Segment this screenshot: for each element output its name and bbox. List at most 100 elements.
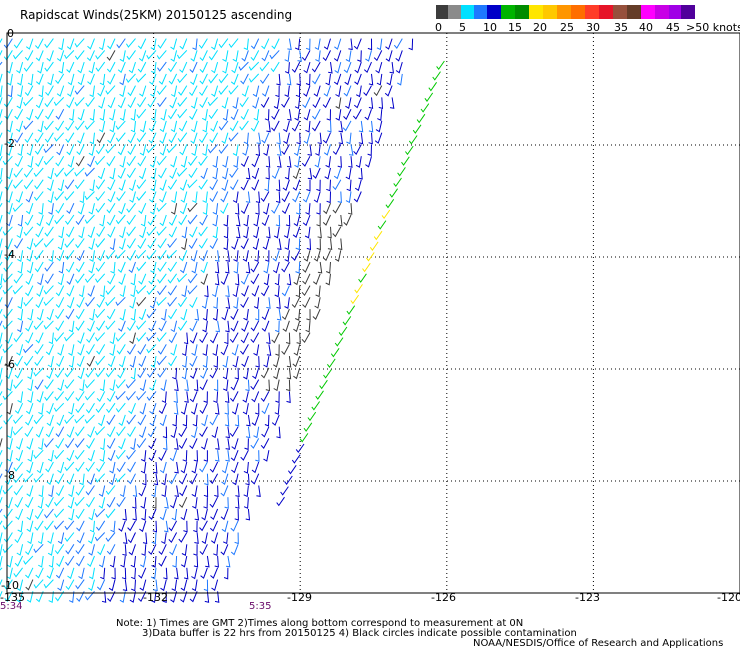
wind-barb: [136, 179, 147, 190]
wind-barb: [389, 62, 394, 74]
wind-barb: [33, 191, 44, 202]
wind-barb: [327, 120, 332, 133]
wind-barb: [65, 120, 75, 132]
wind-barb: [0, 355, 3, 365]
wind-barb: [54, 214, 65, 225]
wind-barb: [48, 332, 54, 345]
wind-barb: [64, 520, 75, 531]
wind-barb: [157, 273, 167, 284]
wind-barb: [66, 473, 75, 485]
wind-barb: [213, 379, 219, 392]
wind-barb: [273, 97, 280, 110]
wind-barb: [27, 156, 34, 168]
wind-barb: [225, 250, 230, 262]
wind-barb: [65, 438, 75, 449]
wind-barb: [189, 473, 198, 485]
wind-barb: [67, 497, 75, 509]
wind-barb: [189, 367, 198, 380]
wind-barb: [115, 249, 126, 260]
wind-barb: [55, 155, 65, 167]
wind-barb: [317, 226, 322, 239]
wind-barb: [178, 426, 188, 438]
wind-barb: [296, 73, 301, 86]
wind-barb: [0, 273, 3, 286]
wind-barb: [110, 261, 116, 274]
wind-barb: [26, 591, 34, 603]
wind-barb: [171, 579, 178, 592]
colorbar-label: 30: [586, 21, 600, 34]
wind-barb: [302, 297, 311, 309]
wind-barb: [37, 532, 44, 545]
wind-barb: [89, 85, 95, 98]
wind-barb: [122, 579, 128, 592]
wind-barb: [135, 285, 147, 295]
wind-barb: [168, 308, 178, 320]
wind-barb: [287, 38, 292, 51]
wind-barb: [135, 73, 147, 83]
wind-barb: [129, 355, 136, 368]
wind-barb: [66, 202, 75, 215]
wind-barb: [353, 144, 362, 155]
wind-barb: [261, 214, 270, 227]
wind-barb: [161, 391, 167, 404]
wind-barb: [55, 473, 65, 485]
wind-barb: [240, 273, 249, 285]
colorbar-swatch: [448, 5, 461, 19]
wind-barb: [106, 202, 116, 214]
wind-barb: [315, 144, 321, 157]
wind-barb: [64, 367, 75, 378]
wind-barb: [159, 120, 167, 133]
wind-barb: [95, 179, 106, 190]
wind-barb: [14, 155, 24, 168]
wind-barb: [129, 332, 136, 345]
wind-barb: [202, 191, 208, 204]
wind-barb: [220, 485, 229, 497]
wind-barb: [212, 226, 219, 239]
wind-barb: [253, 214, 260, 227]
wind-barb: [64, 191, 75, 201]
wind-barb: [4, 297, 13, 309]
wind-barb: [48, 591, 54, 603]
wind-barb: [199, 461, 208, 473]
wind-barb: [115, 402, 126, 413]
wind-barb: [209, 238, 219, 250]
wind-barb: [241, 50, 249, 62]
wind-barb: [301, 332, 311, 344]
wind-barb: [385, 50, 393, 62]
wind-barb: [64, 332, 75, 342]
wind-barb: [223, 226, 229, 239]
wind-barb: [178, 438, 188, 450]
wind-barb: [157, 344, 167, 355]
lon-label: -135: [0, 591, 25, 604]
wind-barb: [159, 191, 167, 203]
wind-barb: [168, 61, 178, 73]
colorbar-swatch: [655, 5, 669, 19]
wind-barb: [332, 202, 342, 214]
wind-barb: [26, 508, 34, 521]
wind-barb: [214, 591, 220, 603]
wind-barb: [243, 309, 249, 321]
wind-barb: [281, 97, 290, 108]
wind-barb: [3, 579, 13, 590]
wind-barb: [170, 320, 178, 333]
wind-barb: [169, 544, 178, 556]
wind-barb: [164, 497, 169, 509]
wind-barb: [58, 38, 65, 51]
wind-barb: [98, 555, 106, 568]
wind-barb: [233, 261, 239, 274]
wind-barb: [354, 179, 362, 192]
wind-barb: [57, 579, 65, 592]
wind-barb: [367, 144, 372, 157]
wind-barb: [26, 438, 34, 450]
wind-barb: [87, 473, 95, 485]
credit-line: NOAA/NESDIS/Office of Research and Appli…: [473, 638, 724, 649]
wind-barb: [43, 579, 54, 589]
wind-barb: [3, 532, 13, 543]
wind-barb: [97, 544, 106, 556]
wind-barb: [293, 367, 301, 380]
wind-barb: [170, 156, 178, 168]
wind-barb: [6, 450, 13, 462]
wind-barb: [38, 438, 44, 451]
wind-barb: [56, 414, 65, 426]
wind-barb: [54, 132, 65, 142]
